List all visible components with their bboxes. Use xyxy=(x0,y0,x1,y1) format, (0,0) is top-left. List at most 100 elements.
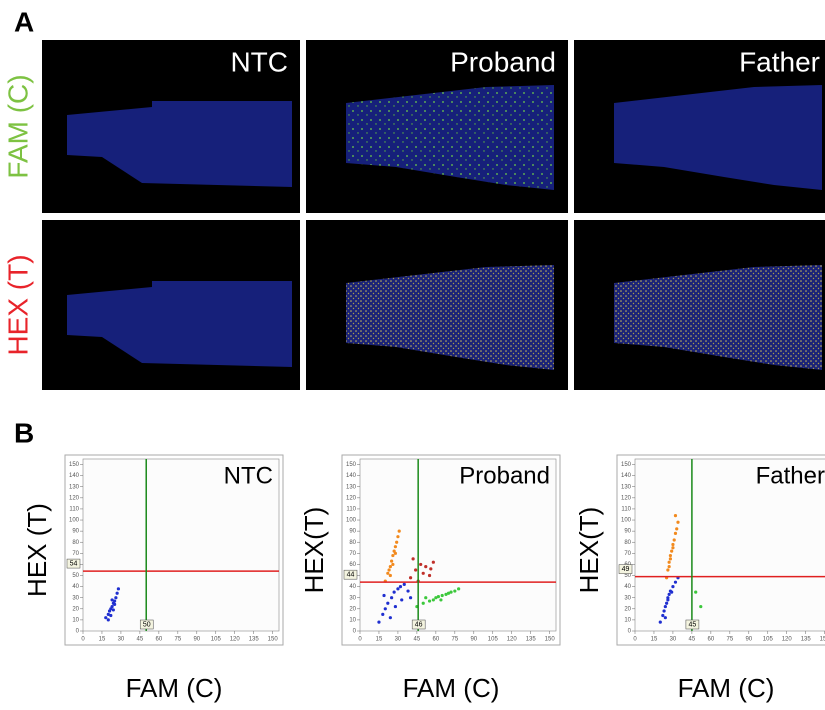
y-tick-label: 50 xyxy=(72,573,79,579)
point xyxy=(104,616,108,620)
threshold-tag xyxy=(618,564,633,574)
row-label: HEX (T) xyxy=(2,254,33,355)
point xyxy=(396,587,400,591)
point xyxy=(431,598,435,602)
point xyxy=(668,553,673,558)
x-tick-label: 150 xyxy=(268,637,279,643)
chip-image xyxy=(614,85,822,190)
threshold-label: 44 xyxy=(347,572,355,579)
y-tick-label: 80 xyxy=(349,540,356,546)
chart-title: Proband xyxy=(459,462,550,489)
x-tick-label: 15 xyxy=(376,637,383,643)
point xyxy=(113,602,117,606)
point xyxy=(111,608,115,612)
threshold-tag xyxy=(139,619,154,630)
point xyxy=(449,590,453,594)
point xyxy=(673,531,678,535)
point xyxy=(675,527,679,531)
point xyxy=(411,557,415,561)
y-tick-label: 140 xyxy=(621,473,632,479)
x-tick-label: 60 xyxy=(156,637,163,643)
x-axis-label: FAM (C) xyxy=(678,673,775,703)
point xyxy=(666,598,670,602)
x-tick-label: 135 xyxy=(801,637,812,643)
plot-area xyxy=(82,458,280,632)
point xyxy=(393,604,398,609)
y-tick-label: 70 xyxy=(624,551,631,557)
point xyxy=(424,565,428,569)
point xyxy=(431,560,435,564)
point xyxy=(434,596,438,600)
point xyxy=(110,604,114,609)
x-tick-label: 120 xyxy=(230,637,241,643)
x-tick-label: 75 xyxy=(174,637,181,643)
point xyxy=(665,601,669,605)
y-tick-label: 110 xyxy=(69,507,79,513)
x-tick-label: 105 xyxy=(763,637,774,643)
point xyxy=(670,549,674,553)
point xyxy=(457,587,461,591)
point xyxy=(663,604,667,609)
y-tick-label: 20 xyxy=(624,606,631,612)
y-tick-label: 60 xyxy=(349,562,356,568)
point xyxy=(444,592,448,596)
y-tick-label: 120 xyxy=(621,495,632,501)
point xyxy=(667,592,671,596)
y-tick-label: 100 xyxy=(621,518,632,524)
x-tick-label: 30 xyxy=(395,637,402,643)
x-tick-label: 120 xyxy=(782,637,793,643)
point xyxy=(666,568,670,572)
point xyxy=(116,587,121,591)
chip-image xyxy=(346,85,554,190)
y-tick-label: 40 xyxy=(72,584,79,590)
y-tick-label: 100 xyxy=(69,518,80,524)
y-axis-label: HEX(T) xyxy=(299,507,329,594)
y-tick-label: 110 xyxy=(621,507,631,513)
point xyxy=(671,542,675,547)
point xyxy=(381,612,385,616)
point xyxy=(429,567,433,571)
y-axis-label: HEX (T) xyxy=(22,503,52,597)
column-title: NTC xyxy=(230,46,288,77)
x-tick-label: 45 xyxy=(137,637,144,643)
threshold-label: 50 xyxy=(143,621,151,628)
point xyxy=(427,599,432,603)
y-tick-label: 90 xyxy=(624,529,631,535)
point xyxy=(673,580,678,584)
point xyxy=(414,568,418,572)
y-tick-label: 90 xyxy=(72,529,79,535)
chart-title: NTC xyxy=(224,462,273,489)
x-tick-label: 0 xyxy=(358,637,362,643)
point xyxy=(115,591,119,595)
threshold-label: 54 xyxy=(70,560,78,567)
point xyxy=(397,529,401,533)
point xyxy=(396,535,400,539)
x-tick-label: 135 xyxy=(526,637,537,643)
y-tick-label: 130 xyxy=(621,484,632,490)
point xyxy=(421,601,425,605)
point xyxy=(386,601,390,605)
y-tick-label: 130 xyxy=(346,484,357,490)
point xyxy=(421,571,425,575)
column-title: Father xyxy=(739,46,820,77)
y-tick-label: 100 xyxy=(346,518,357,524)
x-tick-label: 150 xyxy=(545,637,556,643)
y-tick-label: 140 xyxy=(69,473,80,479)
y-tick-label: 140 xyxy=(346,473,357,479)
point xyxy=(393,551,398,555)
point xyxy=(419,562,423,567)
y-tick-label: 30 xyxy=(349,595,356,601)
y-tick-label: 30 xyxy=(624,595,631,601)
y-axis-label: HEX(T) xyxy=(574,507,604,594)
y-tick-label: 130 xyxy=(69,484,80,490)
point xyxy=(393,545,398,549)
y-tick-label: 20 xyxy=(349,606,356,612)
y-tick-label: 30 xyxy=(72,595,79,601)
point xyxy=(383,607,387,611)
point xyxy=(672,538,676,542)
point xyxy=(110,598,114,602)
point xyxy=(106,612,110,616)
x-tick-label: 0 xyxy=(633,637,637,643)
point xyxy=(661,613,665,618)
y-tick-label: 120 xyxy=(69,495,80,501)
